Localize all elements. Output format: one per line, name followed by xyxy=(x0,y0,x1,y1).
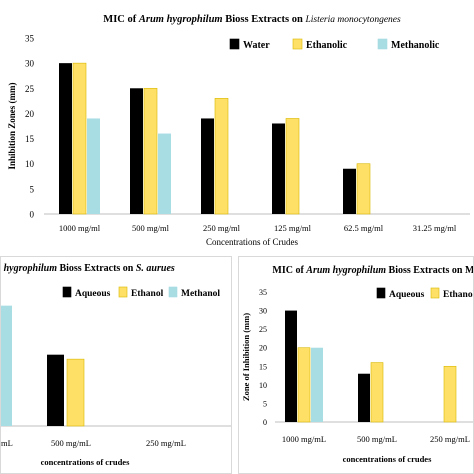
x-tick-label: mL xyxy=(1,438,13,448)
legend-swatch-aqueous xyxy=(62,286,72,298)
legend-swatch-methanol xyxy=(168,286,178,298)
mrsa-bar-chart: MIC of Arum hygrophilum Bioss Extracts o… xyxy=(241,265,474,464)
x-tick-label: 31.25 mg/ml xyxy=(413,223,457,233)
s-aurues-chart-panel: Arum hygrophilum Bioss Extracts on S. au… xyxy=(0,256,232,474)
y-tick-label: 30 xyxy=(259,307,267,316)
x-tick-label: 250 mg/mL xyxy=(430,434,470,444)
bar-ethanolic-4 xyxy=(356,163,371,215)
legend-label-methanolic: Methanolic xyxy=(391,40,440,51)
y-tick-label: 5 xyxy=(263,399,267,408)
x-axis-title: concentrations of crudes xyxy=(41,457,130,467)
x-tick-label: 125 mg/ml xyxy=(274,223,312,233)
bar-water-1 xyxy=(130,88,143,214)
bar-ethanolic-0 xyxy=(72,62,87,215)
legend-swatch-ethanol xyxy=(118,286,128,298)
bar-methanol-0 xyxy=(1,305,12,426)
bar-ethanolic-1 xyxy=(143,87,158,215)
y-tick-label: 30 xyxy=(25,59,35,69)
legend-swatch-aqueous xyxy=(376,287,386,299)
mrsa-chart-panel: MIC of Arum hygrophilum Bioss Extracts o… xyxy=(238,256,474,474)
legend-label-methanol: Methanol xyxy=(181,289,220,299)
chart-title-top: MIC of Arum hygrophilum Bioss Extracts o… xyxy=(103,14,401,25)
bar-methanol-0 xyxy=(311,347,323,422)
legend-label-aqueous: Aqueous xyxy=(75,289,111,299)
bar-water-0 xyxy=(59,63,72,215)
legend-swatch-methanolic xyxy=(377,38,388,50)
legend-label-ethanol: Ethanol xyxy=(131,289,164,299)
bar-methanolic-1 xyxy=(158,133,171,214)
y-tick-label: 15 xyxy=(259,362,267,371)
bar-water-4 xyxy=(343,168,356,214)
y-tick-label: 0 xyxy=(30,210,35,220)
bar-methanolic-0 xyxy=(87,118,100,214)
chart-title-right: MIC of Arum hygrophilum Bioss Extracts o… xyxy=(272,265,474,276)
x-tick-label: 1000 mg/mL xyxy=(282,434,326,444)
bar-ethanol-1 xyxy=(66,358,85,427)
listeria-bar-chart: MIC of Arum hygrophilum Bioss Extracts o… xyxy=(7,14,470,247)
y-tick-label: 20 xyxy=(25,109,35,119)
y-tick-label: 20 xyxy=(259,344,267,353)
bar-ethanolic-2 xyxy=(214,98,229,215)
bar-aqueous-1 xyxy=(358,373,370,422)
s-aurues-bar-chart: Arum hygrophilum Bioss Extracts on S. au… xyxy=(1,263,231,467)
legend-label-ethanolic: Ethanolic xyxy=(306,40,348,51)
legend-label-aqueous: Aqueous xyxy=(389,290,425,300)
y-tick-label: 15 xyxy=(25,134,35,144)
bar-ethanol-2 xyxy=(443,365,457,423)
x-tick-label: 500 mg/ml xyxy=(132,223,170,233)
x-tick-label: 250 mg/ml xyxy=(203,223,241,233)
bar-aqueous-1 xyxy=(47,354,64,426)
bar-water-3 xyxy=(272,123,285,214)
x-axis-title: concentrations of crudes xyxy=(343,454,432,464)
y-axis-title: Zone of Inhibition (mm) xyxy=(241,313,251,401)
bar-ethanol-0 xyxy=(297,347,311,423)
y-tick-label: 25 xyxy=(259,325,267,334)
x-axis-title: Concentrations of Crudes xyxy=(206,237,298,247)
y-tick-label: 35 xyxy=(259,288,267,297)
listeria-chart-panel: MIC of Arum hygrophilum Bioss Extracts o… xyxy=(7,14,470,247)
x-tick-label: 62.5 mg/ml xyxy=(344,223,384,233)
legend-label-ethanol: Ethanol xyxy=(443,290,474,300)
bar-ethanolic-3 xyxy=(285,118,300,215)
y-tick-label: 25 xyxy=(25,84,35,94)
x-tick-label: 500 mg/mL xyxy=(357,434,397,444)
x-tick-label: 1000 mg/ml xyxy=(59,223,101,233)
x-tick-label: 250 mg/mL xyxy=(146,438,186,448)
legend-swatch-ethanolic xyxy=(292,38,303,50)
chart-title-left: Arum hygrophilum Bioss Extracts on S. au… xyxy=(1,263,175,274)
y-axis-title: Inhibition Zones (mm) xyxy=(7,82,17,169)
legend-swatch-water xyxy=(229,38,240,50)
y-tick-label: 0 xyxy=(263,418,267,427)
bar-ethanol-1 xyxy=(370,362,384,423)
bar-water-2 xyxy=(201,118,214,214)
y-tick-label: 10 xyxy=(259,381,267,390)
legend-label-water: Water xyxy=(243,40,270,51)
y-tick-label: 5 xyxy=(30,184,35,194)
bar-aqueous-0 xyxy=(285,310,297,422)
x-tick-label: 500 mg/mL xyxy=(51,438,91,448)
y-tick-label: 35 xyxy=(25,34,35,44)
legend-swatch-ethanol xyxy=(430,287,440,299)
y-tick-label: 10 xyxy=(25,159,35,169)
